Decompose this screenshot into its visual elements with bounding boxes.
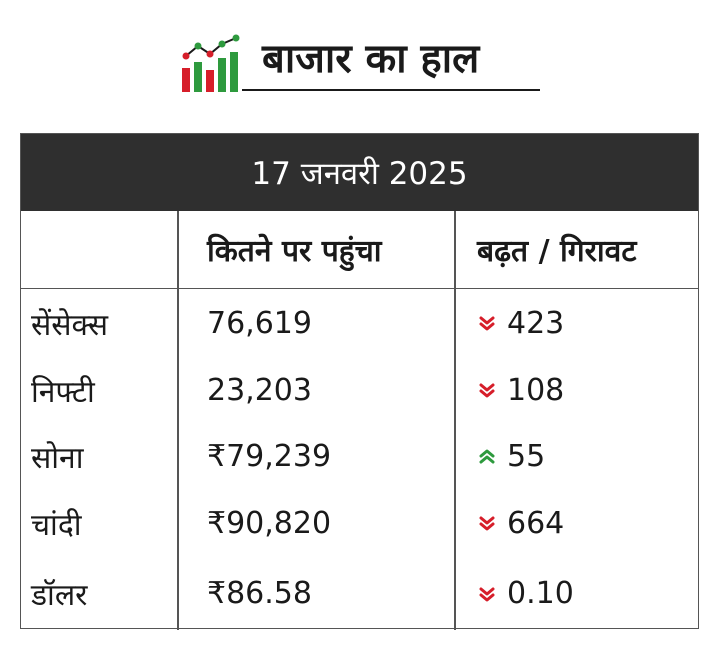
row-change: 0.10 [507, 576, 574, 611]
row-change: 664 [507, 505, 565, 541]
table-row: डॉलर ₹86.58 0.10 [21, 557, 698, 630]
down-arrow-icon [479, 586, 495, 602]
row-change-cell: 108 [477, 357, 697, 423]
table-row: सेंसेक्स 76,619 423 [21, 289, 698, 357]
table-row: सोना ₹79,239 55 [21, 423, 698, 489]
row-change: 423 [507, 305, 565, 341]
row-name: चांदी [31, 507, 82, 543]
column-header-name [31, 211, 176, 288]
row-change: 55 [507, 438, 546, 474]
column-header-value: कितने पर पहुंचा [207, 234, 382, 269]
date-label: 17 जनवरी 2025 [251, 155, 468, 192]
row-name: सोना [31, 440, 84, 476]
down-arrow-icon [479, 315, 495, 331]
row-value: ₹90,820 [207, 505, 332, 541]
up-arrow-icon [479, 448, 495, 464]
date-header: 17 जनवरी 2025 [21, 134, 698, 211]
title-block: बाजार का हाल [178, 30, 540, 94]
market-table: 17 जनवरी 2025 कितने पर पहुंचा बढ़त / गिर… [20, 133, 699, 630]
down-arrow-icon [479, 515, 495, 531]
column-header-change: बढ़त / गिरावट [477, 234, 637, 269]
row-name: सेंसेक्स [31, 307, 109, 343]
column-divider [454, 211, 456, 630]
column-divider [177, 211, 179, 630]
row-change: 108 [507, 372, 565, 408]
row-change-cell: 423 [477, 289, 697, 357]
row-change-cell: 0.10 [477, 557, 697, 630]
title-underline [242, 89, 540, 91]
page-title: बाजार का हाल [262, 36, 480, 82]
table-row: निफ्टी 23,203 108 [21, 357, 698, 423]
row-change-cell: 55 [477, 423, 697, 489]
column-header-row: कितने पर पहुंचा बढ़त / गिरावट [21, 211, 698, 289]
table-row: चांदी ₹90,820 664 [21, 489, 698, 557]
row-name: डॉलर [31, 578, 88, 613]
row-value: 76,619 [207, 305, 312, 341]
row-name: निफ्टी [31, 374, 95, 410]
market-chart-icon [178, 34, 248, 94]
down-arrow-icon [479, 382, 495, 398]
row-value: ₹86.58 [207, 576, 312, 611]
row-value: ₹79,239 [207, 438, 332, 474]
row-change-cell: 664 [477, 489, 697, 557]
row-value: 23,203 [207, 372, 312, 408]
